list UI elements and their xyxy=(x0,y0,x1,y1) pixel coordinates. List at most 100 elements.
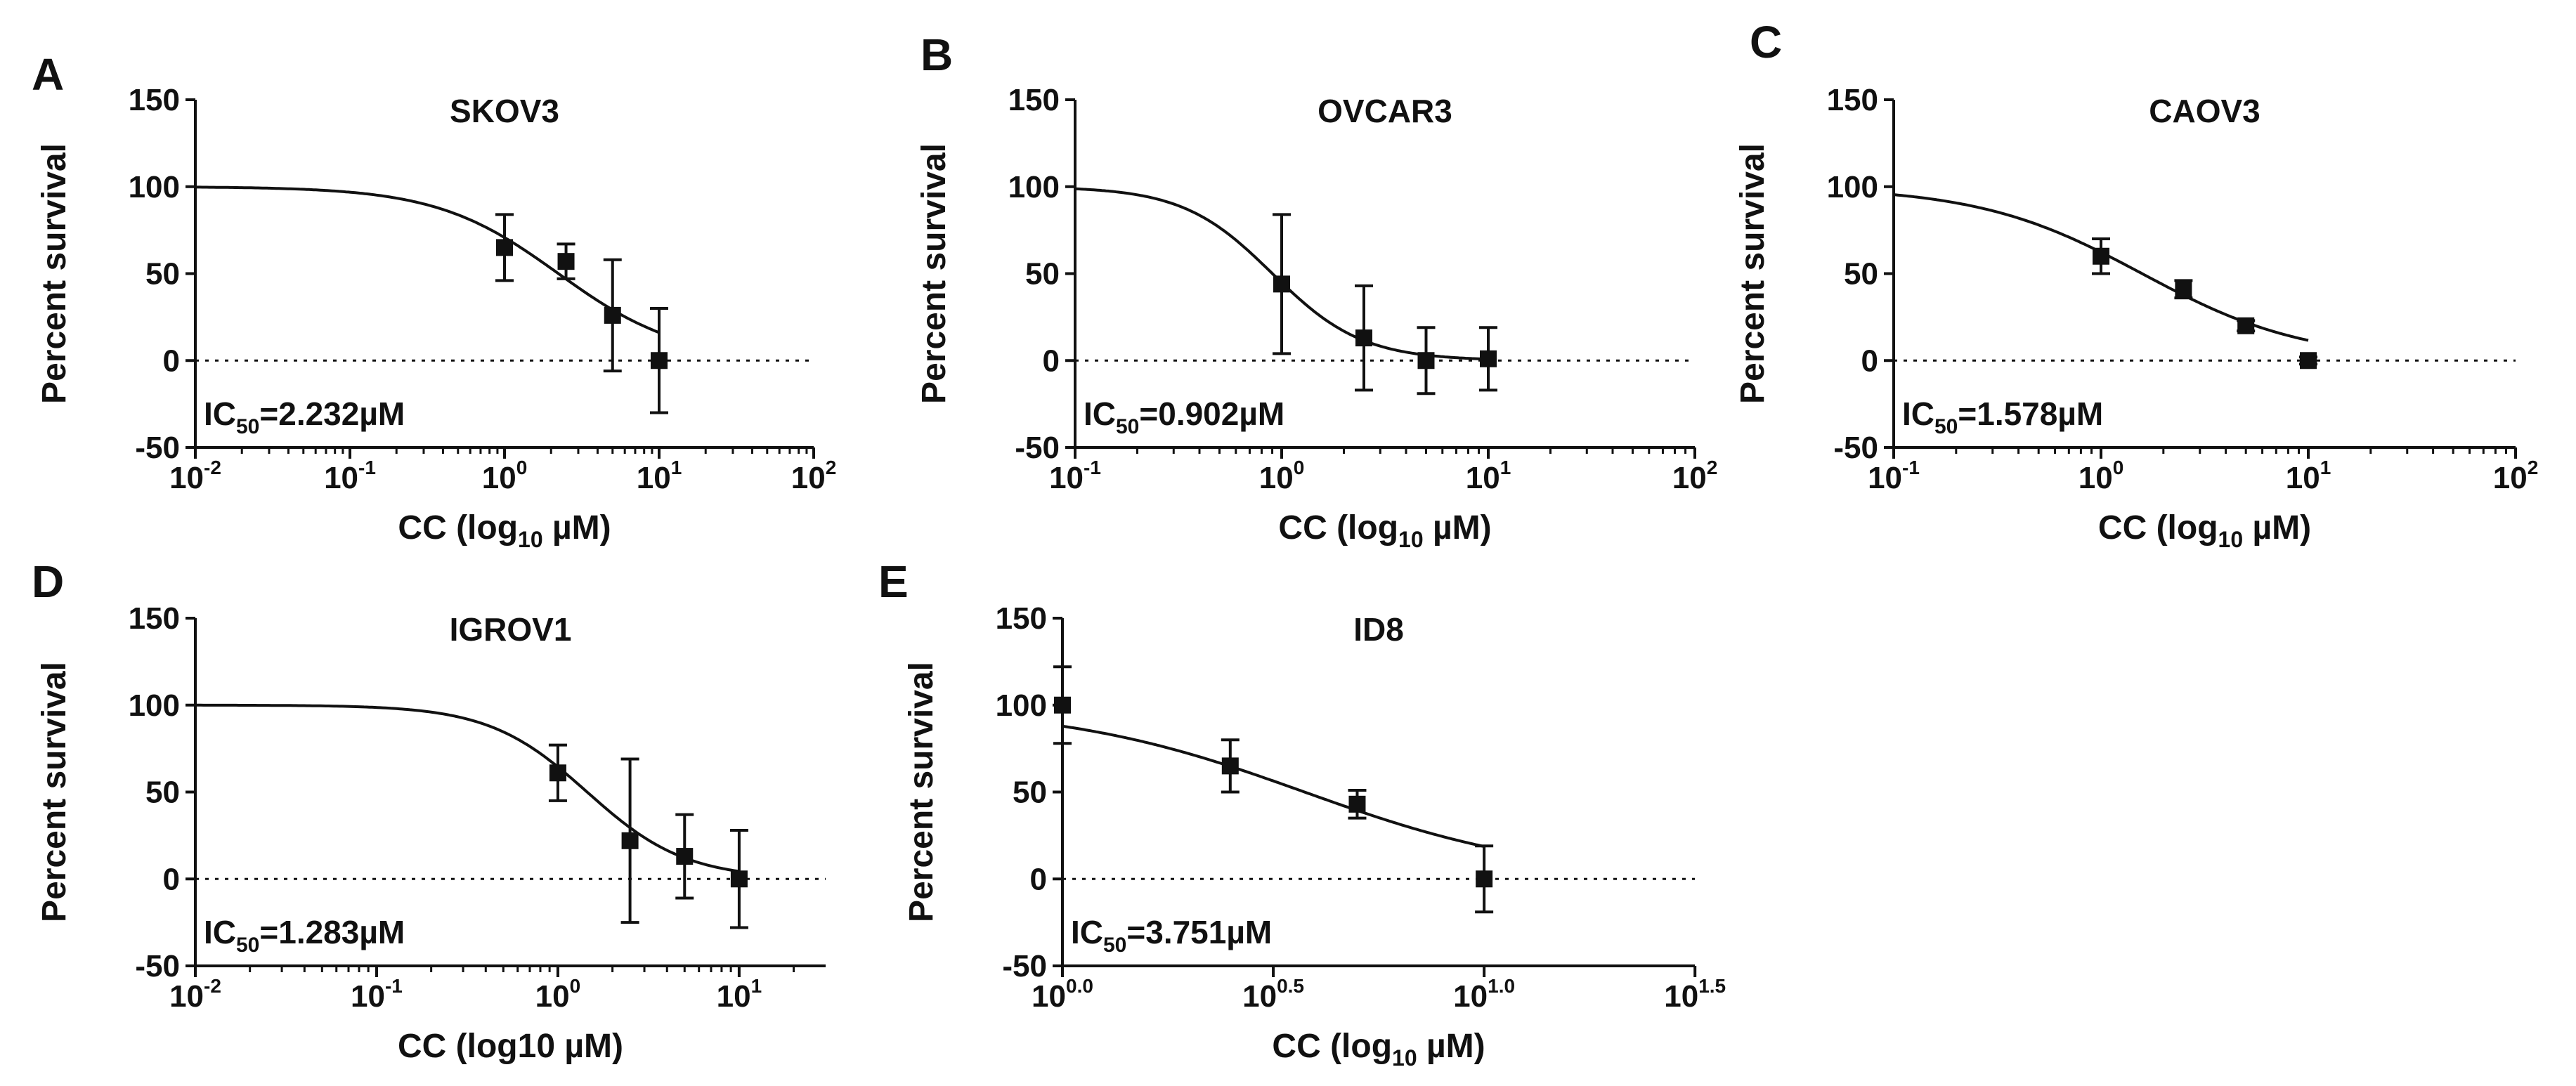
y-tick-label: 50 xyxy=(1844,257,1878,292)
x-tick-label: 102 xyxy=(791,457,837,495)
y-tick-label: 150 xyxy=(996,601,1047,636)
y-tick-label: 100 xyxy=(1827,170,1878,204)
data-point xyxy=(557,253,575,270)
x-tick-label: 101 xyxy=(717,975,762,1014)
chart-title: SKOV3 xyxy=(450,93,559,129)
data-point xyxy=(1355,329,1372,347)
ic50-annotation: IC50=3.751µM xyxy=(1071,914,1272,957)
x-tick-label: 102 xyxy=(1672,457,1718,495)
y-tick-label: 50 xyxy=(1013,776,1047,810)
x-tick-label: 101 xyxy=(637,457,682,495)
x-tick-label: 100 xyxy=(535,975,581,1014)
data-point xyxy=(2237,317,2255,334)
x-tick-label: 10-1 xyxy=(1868,457,1920,495)
x-axis-label: CC (log10 µM) xyxy=(398,1028,623,1065)
ic50-annotation: IC50=1.283µM xyxy=(204,914,405,957)
y-tick-label: -50 xyxy=(1833,431,1878,465)
x-tick-label: 10-1 xyxy=(351,975,403,1014)
y-tick-label: 150 xyxy=(1008,83,1060,117)
x-tick-label: 101 xyxy=(1466,457,1511,495)
panel-letter: D xyxy=(32,556,64,607)
data-point xyxy=(651,352,668,369)
y-axis-label: Percent survival xyxy=(36,662,73,922)
y-tick-label: 50 xyxy=(145,257,180,292)
data-point xyxy=(676,848,694,865)
x-axis-label: CC (log10 µM) xyxy=(1278,509,1491,552)
data-point xyxy=(1273,275,1290,293)
y-tick-label: 150 xyxy=(129,601,180,636)
x-tick-label: 100.5 xyxy=(1242,975,1304,1014)
y-tick-label: 100 xyxy=(996,688,1047,723)
y-axis-label: Percent survival xyxy=(916,143,953,404)
data-point xyxy=(2300,352,2317,369)
y-tick-label: -50 xyxy=(1015,431,1060,465)
x-axis-label: CC (log10 µM) xyxy=(1272,1028,1485,1071)
y-tick-label: 0 xyxy=(163,862,180,896)
data-point xyxy=(2093,247,2109,265)
y-axis-label: Percent survival xyxy=(36,143,73,404)
panel-d: D IGROV1 150 100 50 0 -50 Percent survival 10-2 1… xyxy=(32,556,826,1065)
data-point xyxy=(621,832,639,849)
data-point xyxy=(2175,280,2192,298)
y-tick-label: 0 xyxy=(1861,344,1878,378)
y-tick-label: 0 xyxy=(163,344,180,378)
x-tick-label: 10-2 xyxy=(169,457,221,495)
data-point xyxy=(1476,870,1493,888)
data-point xyxy=(1221,757,1239,775)
y-tick-label: 0 xyxy=(1030,862,1047,896)
x-tick-label: 101 xyxy=(2286,457,2331,495)
fit-curve xyxy=(195,703,740,873)
data-point xyxy=(730,870,748,888)
chart-title: OVCAR3 xyxy=(1318,93,1452,129)
fit-curve xyxy=(1062,724,1485,848)
y-tick-label: 100 xyxy=(129,170,180,204)
ic50-annotation: IC50=1.578µM xyxy=(1902,395,2103,438)
y-tick-label: 150 xyxy=(1827,83,1878,117)
x-tick-label: 10-2 xyxy=(169,975,221,1014)
chart-title: IGROV1 xyxy=(450,611,572,648)
data-point xyxy=(1348,795,1366,813)
panel-letter: E xyxy=(878,556,909,607)
data-point xyxy=(1480,350,1497,367)
x-axis-label: CC (log10 µM) xyxy=(398,509,611,552)
y-tick-label: 50 xyxy=(145,776,180,810)
panel-a: A SKOV3 150 100 50 0 -50 Percent survival 10-2 10… xyxy=(32,49,836,552)
x-axis-label: CC (log10 µM) xyxy=(2098,509,2311,552)
data-point xyxy=(549,764,566,782)
chart-title: ID8 xyxy=(1353,611,1404,648)
x-tick-label: 100 xyxy=(2079,457,2124,495)
y-tick-label: -50 xyxy=(135,949,180,983)
panel-letter: C xyxy=(1750,17,1782,67)
ic50-annotation: IC50=2.232µM xyxy=(204,395,405,438)
x-tick-label: 101.0 xyxy=(1453,975,1515,1014)
panel-letter: B xyxy=(921,30,953,80)
data-point xyxy=(1054,696,1071,714)
x-tick-label: 100 xyxy=(1259,457,1305,495)
ic50-annotation: IC50=0.902µM xyxy=(1084,395,1284,438)
data-point xyxy=(1417,352,1435,369)
y-tick-label: 100 xyxy=(129,688,180,723)
panel-e: E ID8 150 100 50 0 -50 Percent survival 100.0 100… xyxy=(878,556,1726,1071)
data-point xyxy=(604,306,621,324)
y-axis-label: Percent survival xyxy=(903,662,940,922)
y-tick-label: 50 xyxy=(1025,257,1060,292)
y-tick-label: 150 xyxy=(129,83,180,117)
y-tick-label: 100 xyxy=(1008,170,1060,204)
x-tick-label: 10-1 xyxy=(1049,457,1101,495)
y-tick-label: 0 xyxy=(1043,344,1060,378)
x-tick-label: 101.5 xyxy=(1664,975,1726,1014)
panel-letter: A xyxy=(32,49,64,100)
panel-b: B OVCAR3 150 100 50 0 -50 Percent survival 10-1 1… xyxy=(916,30,1717,552)
y-tick-label: -50 xyxy=(1002,949,1047,983)
x-tick-label: 100.0 xyxy=(1032,975,1093,1014)
y-axis-label: Percent survival xyxy=(1734,143,1771,404)
chart-title: CAOV3 xyxy=(2149,93,2260,129)
x-tick-label: 102 xyxy=(2493,457,2539,495)
x-tick-label: 10-1 xyxy=(324,457,376,495)
y-tick-label: -50 xyxy=(135,431,180,465)
data-point xyxy=(496,239,513,256)
fit-curve xyxy=(195,185,660,334)
panel-c: C CAOV3 150 100 50 0 -50 Percent survival 10-1 10… xyxy=(1734,17,2538,552)
x-tick-label: 100 xyxy=(482,457,528,495)
